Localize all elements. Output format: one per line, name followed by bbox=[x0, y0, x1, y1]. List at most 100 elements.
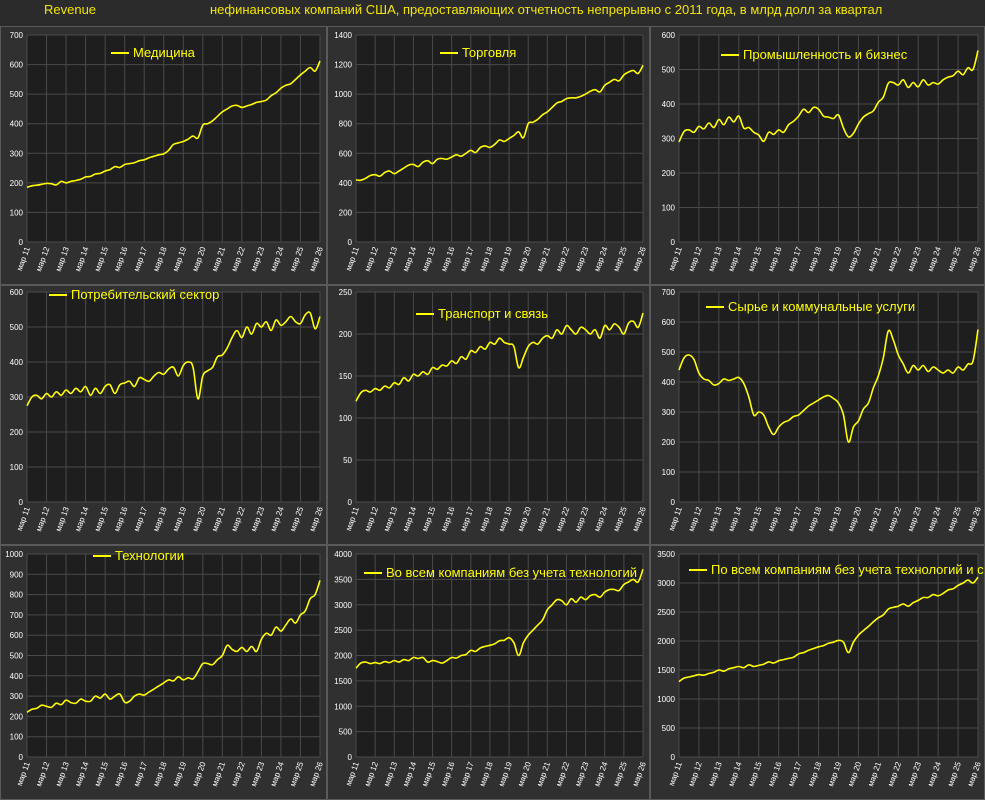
y-tick-label: 300 bbox=[662, 408, 676, 417]
header-left-label: Revenue bbox=[44, 2, 97, 17]
x-tick-label: мар 14 bbox=[726, 760, 743, 788]
chart-raw-materials: 0 100 200 300 400 500 600 700 мар 11 мар 12 мар 13… bbox=[662, 288, 983, 533]
y-tick-label: 0 bbox=[671, 498, 676, 507]
x-tick-label: мар 15 bbox=[420, 245, 437, 273]
y-tick-label: 0 bbox=[19, 753, 24, 762]
x-tick-label: мар 13 bbox=[54, 505, 71, 533]
x-tick-label: мар 20 bbox=[190, 760, 207, 788]
x-tick-label: мар 26 bbox=[308, 505, 325, 533]
x-tick-label: мар 25 bbox=[288, 505, 305, 533]
x-tick-label: мар 11 bbox=[667, 760, 684, 787]
chart-medicine: 0 100 200 300 400 500 600 700 мар 11 мар 12 мар 13… bbox=[10, 31, 325, 273]
x-tick-label: мар 14 bbox=[401, 760, 418, 788]
legend-label: Медицина bbox=[133, 45, 196, 60]
y-tick-label: 400 bbox=[339, 179, 353, 188]
x-tick-label: мар 24 bbox=[926, 760, 943, 788]
x-tick-label: мар 21 bbox=[535, 505, 552, 533]
y-tick-label: 700 bbox=[662, 288, 676, 297]
x-tick-label: мар 20 bbox=[516, 505, 533, 533]
x-tick-label: мар 17 bbox=[132, 245, 149, 273]
x-tick-label: мар 16 bbox=[112, 245, 129, 273]
y-tick-label: 100 bbox=[10, 208, 24, 217]
x-tick-label: мар 18 bbox=[806, 505, 823, 533]
x-tick-label: мар 19 bbox=[497, 760, 514, 788]
x-tick-label: мар 18 bbox=[151, 505, 168, 533]
x-tick-label: мар 17 bbox=[786, 505, 803, 533]
series-line bbox=[678, 50, 979, 143]
chart-panel-all-ex-tech-raw: 0 500 1000 1500 2000 2500 3000 3500 мар 11 мар 12… bbox=[650, 545, 985, 800]
series-line bbox=[26, 311, 321, 407]
y-tick-label: 200 bbox=[339, 208, 353, 217]
x-tick-label: мар 21 bbox=[866, 505, 883, 533]
y-tick-label: 200 bbox=[10, 712, 24, 721]
series-line bbox=[355, 64, 644, 182]
x-tick-label: мар 15 bbox=[420, 760, 437, 788]
x-tick-label: мар 13 bbox=[707, 245, 724, 273]
x-tick-label: мар 26 bbox=[631, 760, 648, 788]
x-tick-label: мар 24 bbox=[269, 760, 286, 788]
x-tick-label: мар 18 bbox=[478, 505, 495, 533]
y-tick-label: 400 bbox=[10, 358, 24, 367]
x-tick-label: мар 26 bbox=[966, 245, 983, 273]
plot-area bbox=[356, 35, 643, 242]
y-tick-label: 0 bbox=[671, 238, 676, 247]
y-tick-label: 0 bbox=[348, 238, 353, 247]
series-line bbox=[678, 329, 979, 443]
series-line bbox=[26, 60, 321, 189]
series-line bbox=[26, 580, 321, 713]
header-subtitle: нефинансовых компаний США, предоставляющ… bbox=[210, 2, 883, 17]
x-tick-label: мар 11 bbox=[15, 505, 32, 532]
x-tick-label: мар 23 bbox=[906, 245, 923, 273]
x-tick-label: мар 23 bbox=[573, 760, 590, 788]
x-tick-label: мар 20 bbox=[190, 505, 207, 533]
x-tick-label: мар 16 bbox=[112, 505, 129, 533]
x-tick-label: мар 16 bbox=[766, 245, 783, 273]
y-tick-label: 600 bbox=[10, 631, 24, 640]
y-tick-label: 600 bbox=[10, 288, 24, 297]
x-tick-label: мар 25 bbox=[612, 760, 629, 788]
y-tick-label: 600 bbox=[10, 61, 24, 70]
chart-panel-trade: 0 200 400 600 800 1000 1200 1400 мар 11 мар 12 мар… bbox=[327, 26, 650, 285]
x-tick-label: мар 14 bbox=[73, 760, 90, 788]
y-tick-label: 1000 bbox=[334, 702, 352, 711]
y-tick-label: 500 bbox=[662, 724, 676, 733]
x-tick-label: мар 26 bbox=[966, 505, 983, 533]
legend-label: Потребительский сектор bbox=[71, 287, 219, 302]
x-tick-label: мар 11 bbox=[667, 245, 684, 272]
chart-panel-transport: 0 50 100 150 200 250 мар 11 мар 12 мар 13 мар 14 м… bbox=[327, 285, 650, 545]
x-tick-label: мар 25 bbox=[946, 760, 963, 788]
x-tick-label: мар 19 bbox=[497, 505, 514, 533]
x-tick-label: мар 20 bbox=[846, 760, 863, 788]
y-tick-label: 600 bbox=[662, 318, 676, 327]
y-tick-label: 100 bbox=[662, 468, 676, 477]
y-tick-label: 1400 bbox=[334, 31, 352, 40]
y-tick-label: 800 bbox=[339, 120, 353, 129]
y-tick-label: 0 bbox=[348, 753, 353, 762]
x-tick-label: мар 14 bbox=[401, 245, 418, 273]
x-tick-label: мар 16 bbox=[766, 760, 783, 788]
x-tick-label: мар 23 bbox=[249, 760, 266, 788]
y-tick-label: 100 bbox=[339, 414, 353, 423]
y-tick-label: 2000 bbox=[657, 637, 675, 646]
x-tick-label: мар 22 bbox=[554, 505, 571, 533]
x-tick-label: мар 22 bbox=[230, 760, 247, 788]
x-tick-label: мар 20 bbox=[846, 505, 863, 533]
x-tick-label: мар 16 bbox=[439, 760, 456, 788]
x-tick-label: мар 25 bbox=[288, 245, 305, 273]
x-tick-label: мар 23 bbox=[249, 505, 266, 533]
x-tick-label: мар 19 bbox=[826, 245, 843, 273]
x-tick-label: мар 15 bbox=[746, 505, 763, 533]
x-tick-label: мар 16 bbox=[112, 760, 129, 788]
chart-panel-medicine: 0 100 200 300 400 500 600 700 мар 11 мар 12 мар 13… bbox=[0, 26, 327, 285]
x-tick-label: мар 12 bbox=[34, 505, 51, 533]
x-tick-label: мар 15 bbox=[746, 760, 763, 788]
x-tick-label: мар 20 bbox=[516, 245, 533, 273]
y-tick-label: 3500 bbox=[657, 550, 675, 559]
x-tick-label: мар 21 bbox=[210, 505, 227, 533]
y-tick-label: 3500 bbox=[334, 575, 352, 584]
x-tick-label: мар 18 bbox=[806, 760, 823, 788]
y-tick-label: 200 bbox=[662, 169, 676, 178]
x-tick-label: мар 19 bbox=[171, 760, 188, 788]
